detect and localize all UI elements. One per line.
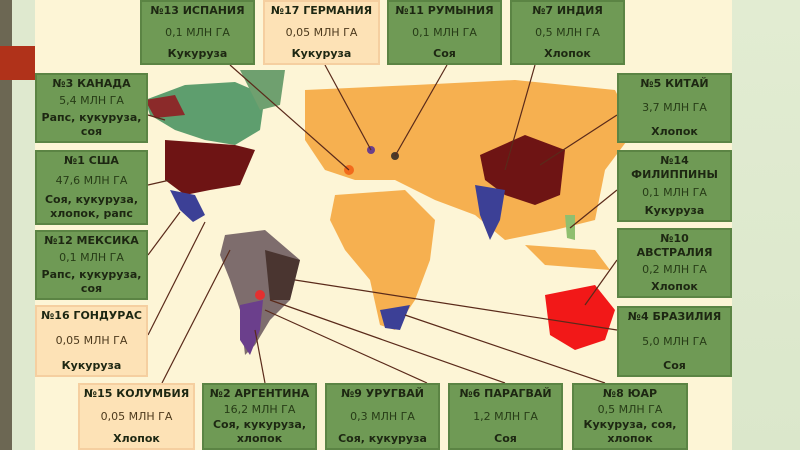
map-eurasia (305, 80, 635, 240)
map-indonesia (525, 245, 610, 270)
country-title: №1 США (64, 154, 119, 167)
country-area: 0,1 МЛН ГА (59, 251, 124, 264)
country-crops: Кукуруза (167, 47, 228, 60)
country-box-argentina: №2 АРГЕНТИНА 16,2 МЛН ГА Соя, кукуруза, хл… (202, 383, 317, 450)
country-title: №16 ГОНДУРАС (41, 309, 142, 322)
country-title: №2 АРГЕНТИНА (209, 387, 310, 400)
country-area: 3,7 МЛН ГА (642, 101, 707, 114)
country-crops: Кукуруза (644, 204, 705, 217)
country-title: №4 БРАЗИЛИЯ (627, 310, 722, 323)
country-box-australia: №10 АВСТРАЛИЯ 0,2 МЛН ГА Хлопок (617, 228, 732, 298)
country-area: 0,5 МЛН ГА (535, 25, 600, 39)
country-box-romania: №11 РУМЫНИЯ 0,1 МЛН ГА Соя (387, 0, 502, 65)
right-margin (732, 0, 800, 450)
country-crops: Кукуруза, соя, хлопок (583, 418, 677, 445)
country-title: №7 ИНДИЯ (532, 4, 603, 17)
country-crops: Соя, кукуруза, хлопок (212, 418, 306, 445)
country-title: №13 ИСПАНИЯ (150, 4, 245, 17)
country-box-paraguay: №6 ПАРАГВАЙ 1,2 МЛН ГА Соя (448, 383, 563, 450)
country-title: №5 КИТАЙ (640, 77, 709, 90)
left-border-strip (0, 0, 12, 450)
map-usa (165, 140, 255, 195)
country-area: 1,2 МЛН ГА (473, 409, 538, 423)
country-box-china: №5 КИТАЙ 3,7 МЛН ГА Хлопок (617, 73, 732, 143)
country-box-honduras: №16 ГОНДУРАС 0,05 МЛН ГА Кукуруза (35, 305, 148, 377)
country-area: 47,6 МЛН ГА (55, 173, 128, 187)
country-area: 0,5 МЛН ГА (597, 402, 663, 416)
country-title: №3 КАНАДА (52, 77, 131, 90)
map-mexico (170, 190, 205, 222)
left-light-strip (12, 0, 35, 450)
country-crops: Хлопок (651, 125, 698, 138)
country-box-mexico: №12 МЕКСИКА 0,1 МЛН ГА Рапс, кукуруза, соя (35, 230, 148, 300)
map-greenland (240, 70, 285, 110)
country-title: №12 МЕКСИКА (44, 234, 139, 247)
country-crops: Хлопок (651, 280, 698, 293)
country-title: №11 РУМЫНИЯ (395, 4, 494, 17)
map-india (475, 185, 505, 240)
country-area: 0,1 МЛН ГА (412, 25, 477, 39)
country-box-india: №7 ИНДИЯ 0,5 МЛН ГА Хлопок (510, 0, 625, 65)
connector-lines (147, 64, 618, 384)
country-crops: Кукуруза (61, 359, 122, 372)
country-area: 0,05 МЛН ГА (55, 334, 128, 347)
country-area: 0,05 МЛН ГА (100, 409, 173, 423)
country-area: 16,2 МЛН ГА (223, 402, 296, 416)
country-title: №6 ПАРАГВАЙ (459, 387, 552, 400)
map-australia (545, 285, 615, 350)
country-area: 5,0 МЛН ГА (642, 334, 707, 348)
country-title: №15 КОЛУМБИЯ (83, 387, 190, 400)
country-title: №17 ГЕРМАНИЯ (270, 4, 373, 17)
country-crops: Рапс, кукуруза, соя (41, 268, 142, 295)
country-box-spain: №13 ИСПАНИЯ 0,1 МЛН ГА Кукуруза (140, 0, 255, 65)
country-box-canada: №3 КАНАДА 5,4 МЛН ГА Рапс, кукуруза, соя (35, 73, 148, 143)
country-crops: Соя (494, 432, 517, 445)
country-area: 5,4 МЛН ГА (59, 94, 124, 107)
country-area: 0,1 МЛН ГА (165, 25, 230, 39)
country-title: №14 ФИЛИППИНЫ (631, 154, 718, 181)
map-brazil (265, 250, 300, 300)
country-area: 0,2 МЛН ГА (642, 263, 707, 276)
country-box-south-africa: №8 ЮАР 0,5 МЛН ГА Кукуруза, соя, хлопок (572, 383, 688, 450)
country-crops: Соя, кукуруза (338, 432, 427, 445)
country-title: №10 АВСТРАЛИЯ (636, 232, 713, 259)
country-crops: Хлопок (544, 47, 591, 60)
country-area: 0,3 МЛН ГА (350, 409, 415, 423)
accent-square (0, 46, 35, 80)
country-area: 0,1 МЛН ГА (642, 186, 707, 199)
country-crops: Соя (433, 47, 456, 60)
map-alaska (145, 95, 185, 118)
country-box-usa: №1 США 47,6 МЛН ГА Соя, кукуруза, хлопок, … (35, 150, 148, 225)
map-south-africa (380, 305, 410, 330)
country-box-philippines: №14 ФИЛИППИНЫ 0,1 МЛН ГА Кукуруза (617, 150, 732, 222)
country-box-germany: №17 ГЕРМАНИЯ 0,05 МЛН ГА Кукуруза (263, 0, 380, 65)
country-crops: Соя, кукуруза, хлопок, рапс (44, 193, 138, 220)
country-crops: Хлопок (113, 432, 160, 445)
world-map (145, 64, 635, 384)
country-title: №8 ЮАР (602, 387, 658, 400)
country-crops: Кукуруза (291, 47, 352, 60)
country-box-colombia: №15 КОЛУМБИЯ 0,05 МЛН ГА Хлопок (78, 383, 195, 450)
map-argentina (240, 300, 263, 355)
country-crops: Рапс, кукуруза, соя (41, 111, 142, 138)
country-title: №9 УРУГВАЙ (341, 387, 424, 400)
country-crops: Соя (663, 359, 686, 372)
country-area: 0,05 МЛН ГА (285, 25, 358, 39)
country-box-brazil: №4 БРАЗИЛИЯ 5,0 МЛН ГА Соя (617, 306, 732, 377)
map-china (480, 135, 565, 205)
country-box-uruguay: №9 УРУГВАЙ 0,3 МЛН ГА Соя, кукуруза (325, 383, 440, 450)
map-africa (330, 190, 435, 330)
map-paraguay (255, 290, 265, 300)
